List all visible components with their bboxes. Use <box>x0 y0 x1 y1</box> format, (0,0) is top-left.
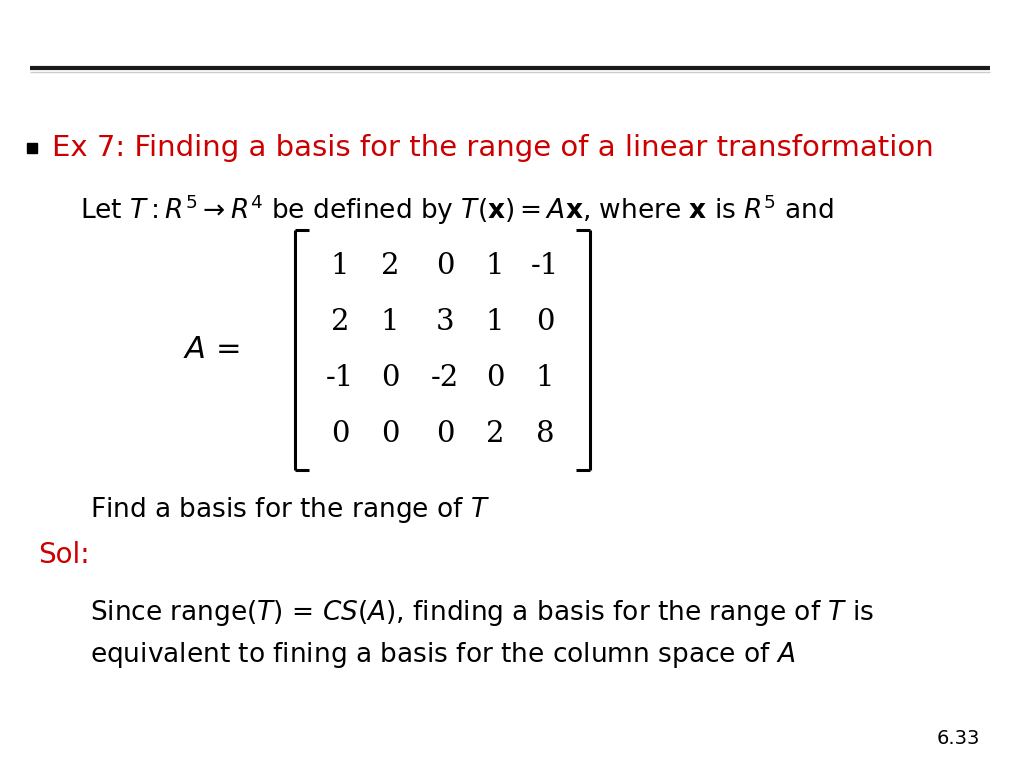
Text: 0: 0 <box>485 364 504 392</box>
Text: 0: 0 <box>536 308 554 336</box>
Text: 8: 8 <box>536 420 554 448</box>
Text: 0: 0 <box>381 420 399 448</box>
Text: 2: 2 <box>381 252 399 280</box>
Text: Sol:: Sol: <box>38 541 90 569</box>
Text: 3: 3 <box>435 308 455 336</box>
Text: Since range($T$) = $CS$($A$), finding a basis for the range of $T$ is: Since range($T$) = $CS$($A$), finding a … <box>90 598 874 628</box>
Text: Let $T : R^5 \rightarrow R^4$ be defined by $T(\mathbf{x}) = A\mathbf{x}$, where: Let $T : R^5 \rightarrow R^4$ be defined… <box>80 193 834 227</box>
Text: equivalent to fining a basis for the column space of $A$: equivalent to fining a basis for the col… <box>90 640 796 670</box>
Text: 1: 1 <box>381 308 399 336</box>
Text: -1: -1 <box>326 364 354 392</box>
Text: 1: 1 <box>485 308 504 336</box>
Text: 1: 1 <box>485 252 504 280</box>
Text: 0: 0 <box>331 420 349 448</box>
Text: Find a basis for the range of $T$: Find a basis for the range of $T$ <box>90 495 490 525</box>
Text: 0: 0 <box>436 252 455 280</box>
Text: -1: -1 <box>530 252 559 280</box>
Text: 1: 1 <box>536 364 554 392</box>
Text: 0: 0 <box>436 420 455 448</box>
Text: 6.33: 6.33 <box>937 729 980 747</box>
Text: Ex 7: Finding a basis for the range of a linear transformation: Ex 7: Finding a basis for the range of a… <box>52 134 934 162</box>
Text: 1: 1 <box>331 252 349 280</box>
Text: 2: 2 <box>331 308 349 336</box>
Text: 0: 0 <box>381 364 399 392</box>
Text: 2: 2 <box>485 420 504 448</box>
Text: -2: -2 <box>431 364 459 392</box>
Text: $A$ =: $A$ = <box>183 336 240 365</box>
